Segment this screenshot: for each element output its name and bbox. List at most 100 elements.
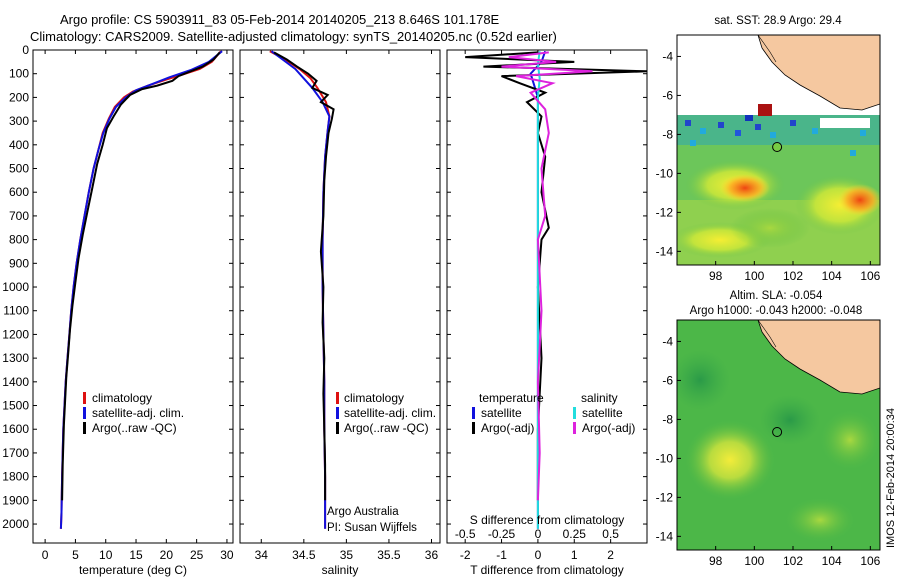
y-tick-label: 0 bbox=[22, 43, 29, 57]
legend-header-salinity: salinity bbox=[581, 391, 618, 405]
map-x-tick-label: 98 bbox=[709, 269, 723, 283]
y-tick-label: 1800 bbox=[2, 470, 29, 484]
sst-map-frame bbox=[676, 34, 881, 266]
legend-swatch-climatology bbox=[83, 392, 86, 404]
legend-label: climatology bbox=[92, 391, 152, 405]
y-tick-label: 1900 bbox=[2, 493, 29, 507]
map-x-tick-label: 106 bbox=[860, 269, 880, 283]
legend-label: climatology bbox=[344, 391, 404, 405]
legend-swatch-s-satellite bbox=[573, 407, 576, 419]
sla-map-frame bbox=[676, 319, 881, 551]
map-y-tick-label: -14 bbox=[656, 529, 674, 543]
x-tick-label: 1 bbox=[571, 548, 578, 562]
legend-swatch-t-argo bbox=[472, 422, 475, 434]
temperature-axes: 0 5 10 15 20 25 300100200300400500600700800900… bbox=[2, 43, 234, 562]
map-y-tick-label: -14 bbox=[656, 244, 674, 258]
series-line-climatology bbox=[59, 50, 222, 529]
y-tick-label: 1100 bbox=[3, 304, 29, 318]
sla-map-title-2: Argo h1000: -0.043 h2000: -0.048 bbox=[690, 305, 863, 317]
temperature-legend: climatology satellite-adj. clim. Argo(..… bbox=[83, 391, 184, 435]
map-x-tick-label: 106 bbox=[860, 554, 880, 568]
salinity-legend: climatology satellite-adj. clim. Argo(..… bbox=[336, 391, 436, 435]
temperature-xlabel: temperature (deg C) bbox=[79, 563, 187, 577]
sst-map-title: sat. SST: 28.9 Argo: 29.4 bbox=[714, 15, 842, 27]
y-tick-label: 1200 bbox=[2, 327, 29, 341]
x-tick-label: 36 bbox=[425, 548, 439, 562]
y-tick-label: 700 bbox=[9, 209, 29, 223]
x-tick-label: 5 bbox=[72, 548, 79, 562]
legend-label: satellite-adj. clim. bbox=[92, 406, 184, 420]
series-line-climatology bbox=[269, 50, 331, 529]
top-tick-label: -0.25 bbox=[488, 527, 516, 541]
legend-label: Argo(-adj) bbox=[481, 421, 534, 435]
legend-swatch-climatology bbox=[336, 392, 339, 404]
map-x-tick-label: 104 bbox=[822, 554, 842, 568]
y-tick-label: 2000 bbox=[2, 517, 29, 531]
y-tick-label: 100 bbox=[9, 67, 29, 81]
y-tick-label: 600 bbox=[9, 185, 29, 199]
legend-label: satellite-adj. clim. bbox=[344, 406, 436, 420]
legend-label: Argo(-adj) bbox=[582, 421, 635, 435]
difference-legend: temperature salinity satellite Argo(-adj… bbox=[472, 391, 635, 435]
attribution-line-1: Argo Australia bbox=[327, 506, 399, 518]
legend-swatch-satellite bbox=[336, 407, 339, 419]
y-tick-label: 800 bbox=[9, 233, 29, 247]
map-x-tick-label: 100 bbox=[744, 554, 764, 568]
temperature-panel-frame bbox=[32, 49, 234, 544]
salinity-series bbox=[269, 50, 335, 529]
y-tick-label: 1400 bbox=[2, 375, 29, 389]
x-tick-label: -1 bbox=[496, 548, 507, 562]
map-y-tick-label: -12 bbox=[656, 490, 674, 504]
difference-top-xlabel: S difference from climatology bbox=[470, 513, 625, 527]
x-tick-label: 20 bbox=[160, 548, 174, 562]
map-y-tick-label: -10 bbox=[656, 166, 674, 180]
legend-swatch-argo bbox=[336, 422, 339, 434]
sla-map-title-1: Altim. SLA: -0.054 bbox=[730, 290, 823, 302]
y-tick-label: 300 bbox=[9, 114, 29, 128]
map-y-tick-label: -8 bbox=[662, 412, 673, 426]
series-line-argo-raw-qc- bbox=[273, 51, 335, 501]
imos-timestamp: IMOS 12-Feb-2014 20:00:34 bbox=[885, 407, 897, 548]
x-tick-label: 10 bbox=[99, 548, 113, 562]
legend-label: satellite bbox=[582, 406, 623, 420]
x-tick-label: 30 bbox=[220, 548, 234, 562]
x-tick-label: 35.5 bbox=[377, 548, 401, 562]
attribution-line-2: PI: Susan Wijffels bbox=[327, 522, 417, 534]
top-tick-label: 0 bbox=[535, 527, 542, 541]
y-tick-label: 1700 bbox=[2, 446, 29, 460]
title-line-1: Argo profile: CS 5903911_83 05-Feb-2014 … bbox=[60, 12, 500, 27]
x-tick-label: 35 bbox=[340, 548, 354, 562]
difference-panel-frame bbox=[446, 49, 648, 544]
map-y-tick-label: -10 bbox=[656, 451, 674, 465]
sla-argo-position-marker bbox=[772, 426, 783, 437]
map-x-tick-label: 102 bbox=[783, 554, 803, 568]
difference-xlabel: T difference from climatology bbox=[470, 563, 624, 577]
map-x-tick-label: 100 bbox=[744, 269, 764, 283]
x-tick-label: 25 bbox=[190, 548, 204, 562]
map-y-tick-label: -4 bbox=[662, 49, 673, 63]
y-tick-label: 200 bbox=[9, 90, 29, 104]
legend-label: satellite bbox=[481, 406, 522, 420]
legend-swatch-t-satellite bbox=[472, 407, 475, 419]
difference-top-ticks: -0.5 -0.25 0 0.25 0.5 bbox=[455, 527, 619, 541]
y-tick-label: 1000 bbox=[2, 280, 29, 294]
y-tick-label: 400 bbox=[9, 138, 29, 152]
x-tick-label: 0 bbox=[535, 548, 542, 562]
legend-label: Argo(..raw -QC) bbox=[92, 421, 177, 435]
series-line-salinity-argo-adj- bbox=[501, 51, 593, 501]
map-y-tick-label: -4 bbox=[662, 334, 673, 348]
top-tick-label: 0.25 bbox=[563, 527, 587, 541]
legend-label: Argo(..raw -QC) bbox=[344, 421, 429, 435]
salinity-axes: 34 34.5 35 35.5 36 bbox=[240, 49, 440, 562]
y-tick-label: 900 bbox=[9, 256, 29, 270]
y-tick-label: 1300 bbox=[2, 351, 29, 365]
y-tick-label: 1500 bbox=[2, 399, 29, 413]
series-line-satellite-adj-clim- bbox=[270, 50, 331, 529]
x-tick-label: 34.5 bbox=[292, 548, 316, 562]
map-y-tick-label: -6 bbox=[662, 88, 673, 102]
x-tick-label: 15 bbox=[129, 548, 143, 562]
legend-swatch-satellite bbox=[83, 407, 86, 419]
series-line-satellite-adj-clim- bbox=[59, 50, 223, 529]
x-tick-label: -2 bbox=[460, 548, 471, 562]
